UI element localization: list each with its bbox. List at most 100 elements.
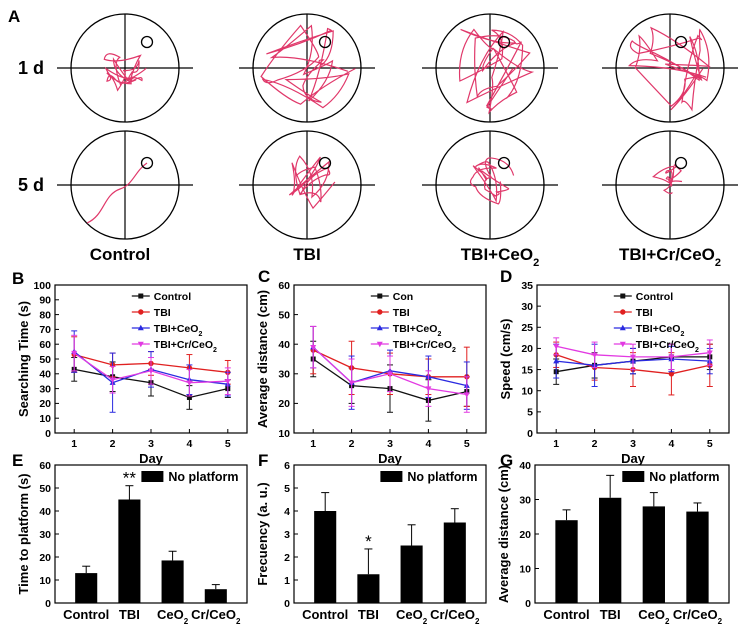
panel-label: E bbox=[12, 451, 23, 470]
y-tick-label: 40 bbox=[278, 339, 290, 351]
y-tick-label: 50 bbox=[39, 354, 51, 366]
y-tick-label: 10 bbox=[278, 428, 290, 440]
data-point bbox=[620, 293, 626, 299]
y-tick-label: 30 bbox=[39, 529, 51, 541]
x-tick-label: Control bbox=[302, 607, 348, 622]
data-point bbox=[619, 341, 626, 348]
x-axis-label: Day bbox=[621, 451, 646, 466]
x-axis-label: Day bbox=[139, 451, 164, 466]
group-label: TBI bbox=[293, 245, 320, 264]
x-tick-label: Cr/CeO2 bbox=[430, 607, 480, 626]
data-point bbox=[71, 350, 78, 357]
x-tick-label: CeO2 bbox=[396, 607, 428, 626]
platform-marker bbox=[140, 156, 154, 170]
y-axis-label: Speed (cm/s) bbox=[498, 319, 513, 400]
bar bbox=[599, 497, 622, 603]
series bbox=[71, 334, 231, 397]
legend-label: TBI bbox=[636, 307, 653, 319]
y-tick-label: 20 bbox=[39, 552, 51, 564]
platform-marker bbox=[140, 35, 154, 49]
panel-label: C bbox=[258, 267, 270, 286]
legend-entry: TBI+Cr/CeO2 bbox=[613, 339, 699, 354]
y-axis-label: Searching Time (s) bbox=[16, 301, 31, 417]
y-tick-label: 30 bbox=[519, 494, 531, 506]
panel-label-a: A bbox=[8, 7, 20, 26]
legend-label: No platform bbox=[407, 470, 477, 484]
swim-path bbox=[469, 157, 515, 205]
bar bbox=[204, 589, 227, 603]
x-tick-label: 2 bbox=[592, 438, 598, 450]
data-point bbox=[109, 377, 116, 383]
y-tick-label: 20 bbox=[519, 529, 531, 541]
y-tick-label: 10 bbox=[521, 386, 533, 398]
swim-path bbox=[86, 162, 148, 224]
y-tick-label: 100 bbox=[33, 280, 51, 292]
y-axis-label: Average distance (cm) bbox=[496, 465, 511, 603]
panel-label: B bbox=[12, 269, 24, 288]
legend-entry: TBI+CeO2 bbox=[131, 323, 202, 338]
data-point bbox=[376, 324, 383, 331]
x-tick-label: 2 bbox=[110, 438, 116, 450]
chart-D: D 0 5 10 15 20 25 30 35 Speed (cm/s) 1 2 3 4 5 Day Contr… bbox=[498, 267, 730, 466]
data-point bbox=[668, 371, 675, 377]
swim-path bbox=[260, 24, 356, 109]
x-tick-label: 3 bbox=[387, 438, 393, 450]
x-tick-label: 5 bbox=[464, 438, 470, 450]
legend-entry: TBI+CeO2 bbox=[613, 323, 684, 338]
maze-pool bbox=[57, 13, 193, 123]
data-point bbox=[137, 324, 144, 331]
legend-label: No platform bbox=[168, 470, 238, 484]
data-point bbox=[377, 293, 383, 299]
y-tick-label: 20 bbox=[39, 398, 51, 410]
swim-path bbox=[627, 26, 711, 112]
y-tick-label: 6 bbox=[284, 460, 290, 472]
data-point bbox=[553, 357, 560, 364]
data-point bbox=[620, 309, 626, 315]
y-tick-label: 20 bbox=[278, 398, 290, 410]
bar bbox=[161, 560, 184, 603]
bar bbox=[118, 499, 141, 603]
bar bbox=[357, 574, 380, 603]
y-tick-label: 0 bbox=[525, 598, 531, 610]
panel-label: D bbox=[500, 267, 512, 286]
y-tick-label: 90 bbox=[39, 295, 51, 307]
swim-path bbox=[652, 164, 683, 195]
y-tick-label: 70 bbox=[39, 324, 51, 336]
y-axis-label: Frecuency (a. u.) bbox=[255, 482, 270, 585]
legend-label: No platform bbox=[649, 470, 719, 484]
y-tick-label: 30 bbox=[521, 301, 533, 313]
y-tick-label: 40 bbox=[39, 369, 51, 381]
bar bbox=[642, 506, 665, 603]
data-point bbox=[553, 344, 560, 350]
data-point bbox=[137, 341, 144, 348]
series bbox=[310, 325, 470, 413]
y-tick-label: 0 bbox=[527, 428, 533, 440]
maze-pool bbox=[239, 130, 375, 240]
y-axis-label: Average distance (cm) bbox=[255, 290, 270, 428]
x-axis-label: Day bbox=[378, 451, 403, 466]
row-label: 5 d bbox=[18, 175, 44, 195]
legend-entry: TBI+Cr/CeO2 bbox=[370, 339, 456, 354]
data-point bbox=[138, 309, 144, 315]
x-tick-label: 4 bbox=[425, 438, 431, 450]
maze-pool bbox=[602, 13, 738, 123]
x-tick-label: 1 bbox=[553, 438, 559, 450]
y-tick-label: 30 bbox=[278, 369, 290, 381]
data-point bbox=[348, 380, 355, 386]
data-point bbox=[463, 392, 470, 398]
legend-entry: Control bbox=[131, 291, 191, 303]
maze-pool bbox=[422, 13, 558, 123]
legend-label: Con bbox=[393, 291, 413, 303]
x-tick-label: 2 bbox=[349, 438, 355, 450]
platform-marker bbox=[318, 156, 332, 170]
platform-marker bbox=[497, 35, 511, 49]
x-tick-label: 1 bbox=[71, 438, 77, 450]
y-tick-label: 35 bbox=[521, 280, 533, 292]
data-point bbox=[668, 354, 675, 361]
legend-entry: Con bbox=[370, 291, 413, 303]
data-point bbox=[138, 293, 144, 299]
y-tick-label: 30 bbox=[39, 383, 51, 395]
data-point bbox=[148, 368, 154, 375]
